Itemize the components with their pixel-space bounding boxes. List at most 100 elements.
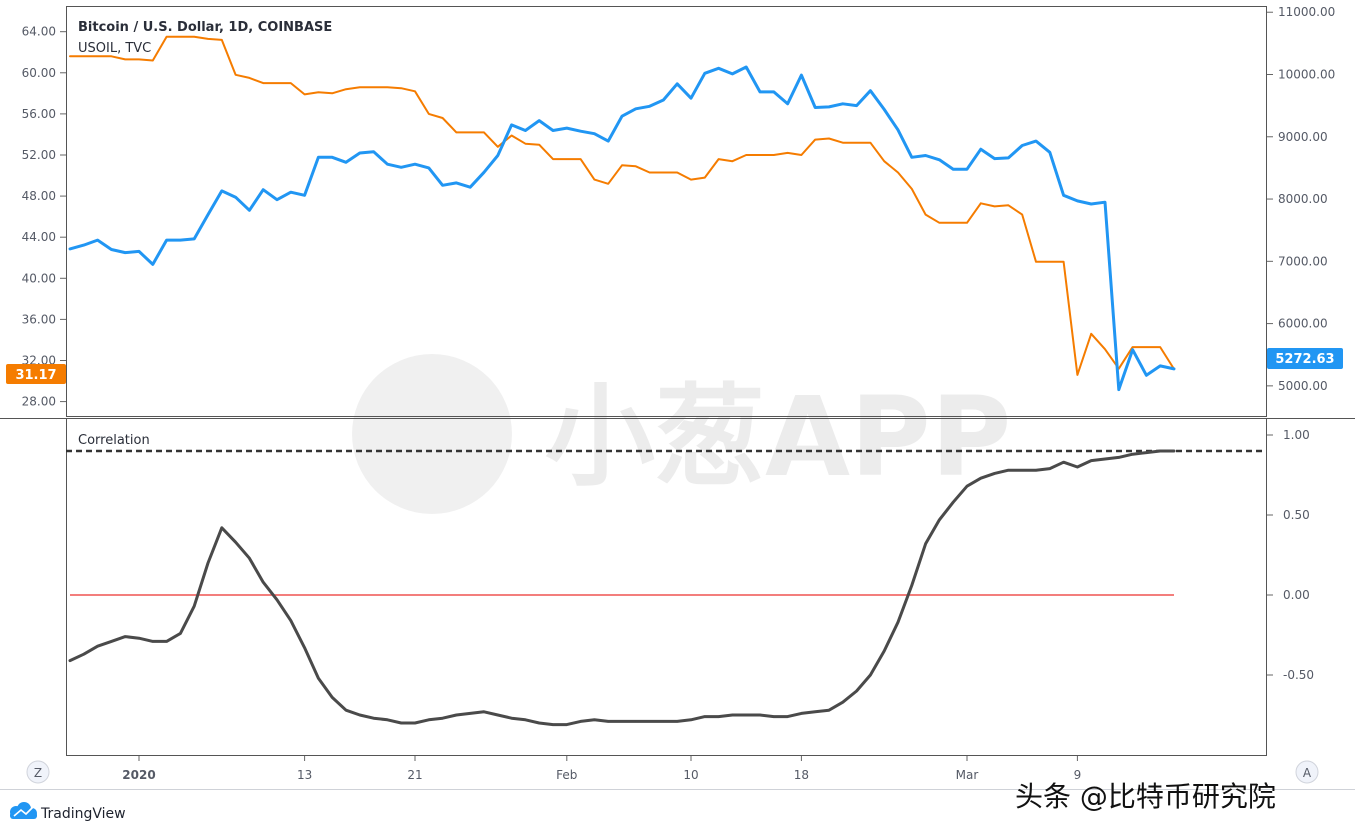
btc-series-line-point xyxy=(814,106,816,109)
btc-series-line-point xyxy=(952,168,954,170)
correlation-series-line-point xyxy=(138,637,140,639)
correlation-series-line-point xyxy=(856,690,858,692)
oil-series-line-point xyxy=(207,38,209,40)
correlation-series-line-point xyxy=(897,621,899,623)
correlation-series-line-point xyxy=(469,712,471,715)
btc-series-line-point xyxy=(662,99,665,101)
oil-series-line-point xyxy=(856,142,858,144)
correlation-series-line-point xyxy=(248,557,250,559)
btc-series-line-point xyxy=(359,152,361,154)
btc-badge-background xyxy=(1267,348,1343,369)
btc-series-line-point xyxy=(1007,157,1010,159)
btc-series-line-point xyxy=(1076,200,1078,202)
btc-series-line-point xyxy=(1159,365,1161,367)
correlation-series-line-point xyxy=(925,543,927,545)
btc-series-line-point xyxy=(1118,389,1120,391)
btc-series-line-point xyxy=(842,103,844,105)
btc-series-line-point xyxy=(235,196,237,198)
oil-series-line-point xyxy=(869,142,872,144)
tradingview-brand[interactable]: TradingView xyxy=(10,802,126,822)
x-axis-tick-label: 18 xyxy=(794,768,809,782)
oil-series-line-point xyxy=(676,171,678,174)
tradingview-label[interactable]: TradingView xyxy=(40,806,126,822)
right-axis-tick-label: 5000.00 xyxy=(1278,379,1328,393)
oil-series-line-point xyxy=(152,59,154,62)
oil-series-line-point xyxy=(938,222,941,224)
btc-series-line-point xyxy=(718,67,720,69)
btc-series-line-point xyxy=(124,252,126,254)
oil-series-line-point xyxy=(566,158,568,160)
series-title[interactable]: Bitcoin / U.S. Dollar, 1D, COINBASE xyxy=(78,20,332,35)
btc-series-line-point xyxy=(980,148,982,150)
correlation-series-line-point xyxy=(152,640,154,643)
correlation-series-line-point xyxy=(262,581,264,583)
overlay-title[interactable]: USOIL, TVC xyxy=(78,41,151,56)
oil-series-line-point xyxy=(842,142,844,144)
oil-series-line-point xyxy=(814,139,816,141)
correlation-series-line-point xyxy=(952,501,954,503)
price-panel-frame xyxy=(66,6,1267,417)
correlation-series-line-point xyxy=(166,640,168,643)
left-axis-tick-label: 40.00 xyxy=(22,271,56,285)
z-button[interactable]: Z xyxy=(26,760,50,784)
oil-series-line-point xyxy=(110,55,112,57)
correlation-series-line-point xyxy=(814,711,816,713)
oil-badge-background xyxy=(6,364,66,384)
correlation-series-line-point xyxy=(386,719,388,721)
x-axis-tick-label: 9 xyxy=(1074,768,1082,782)
left-axis-tick-label: 48.00 xyxy=(22,189,56,203)
oil-series-line-point xyxy=(262,82,264,84)
oil-series-line-point xyxy=(373,86,375,88)
btc-series-line-point xyxy=(580,130,582,132)
btc-series-line-point xyxy=(97,239,99,241)
correlation-series-line-point xyxy=(428,719,430,721)
correlation-series-line-point xyxy=(607,720,609,723)
oil-series-line-point xyxy=(69,55,71,57)
a-button-circle[interactable] xyxy=(1295,760,1319,784)
correlation-series-line-point xyxy=(235,541,237,543)
btc-series-line-point xyxy=(773,91,775,93)
oil-series-line-point xyxy=(911,188,913,190)
correlation-series-line-point xyxy=(731,714,734,716)
a-button[interactable]: A xyxy=(1295,760,1319,784)
oil-series-line-point xyxy=(511,134,513,137)
oil-series-line-point xyxy=(828,137,830,140)
correlation-series-line-point xyxy=(1021,469,1023,471)
btc-series-line-point xyxy=(1104,201,1106,203)
btc-series-line-point xyxy=(787,103,789,105)
btc-series-line-point xyxy=(856,105,858,107)
correlation-series-line-point xyxy=(221,527,223,529)
btc-series-line-point xyxy=(869,90,872,92)
oil-series-line-point xyxy=(428,113,430,115)
correlation-series-line-point xyxy=(483,711,485,713)
oil-series-line-point xyxy=(731,160,734,162)
correlation-series-line-point xyxy=(511,717,513,719)
indicator-title[interactable]: Correlation xyxy=(78,433,150,448)
correlation-series-line-point xyxy=(1076,466,1078,468)
correlation-series-line-point xyxy=(497,714,499,716)
correlation-series-line-point xyxy=(621,720,623,723)
right-axis-tick-label: 7000.00 xyxy=(1278,254,1328,268)
btc-series-line-point xyxy=(248,209,250,211)
oil-series-line-point xyxy=(1076,374,1078,376)
correlation-series-line-point xyxy=(566,724,568,726)
x-axis-tick-label: Mar xyxy=(956,768,979,782)
z-button-circle[interactable] xyxy=(26,760,50,784)
z-button-label[interactable]: Z xyxy=(34,766,42,780)
btc-series-line-point xyxy=(552,129,554,132)
correlation-series-line-point xyxy=(869,674,872,676)
right-axis-tick-label: 8000.00 xyxy=(1278,192,1328,206)
btc-series-line-point xyxy=(593,133,596,135)
oil-series-line-point xyxy=(662,171,665,174)
correlation-series-line-point xyxy=(593,719,596,721)
oil-series-line-point xyxy=(538,144,540,146)
correlation-series-line-point xyxy=(276,599,278,601)
correlation-series-line-point xyxy=(773,716,775,718)
correlation-series-line-point xyxy=(69,660,71,662)
oil-series-line-point xyxy=(1035,261,1037,263)
btc-series-line-point xyxy=(1173,368,1175,370)
watermark-logo-icon xyxy=(352,354,512,514)
oil-series-line-point xyxy=(1145,346,1147,348)
btc-series-line-point xyxy=(483,171,485,173)
a-button-label[interactable]: A xyxy=(1303,766,1312,780)
